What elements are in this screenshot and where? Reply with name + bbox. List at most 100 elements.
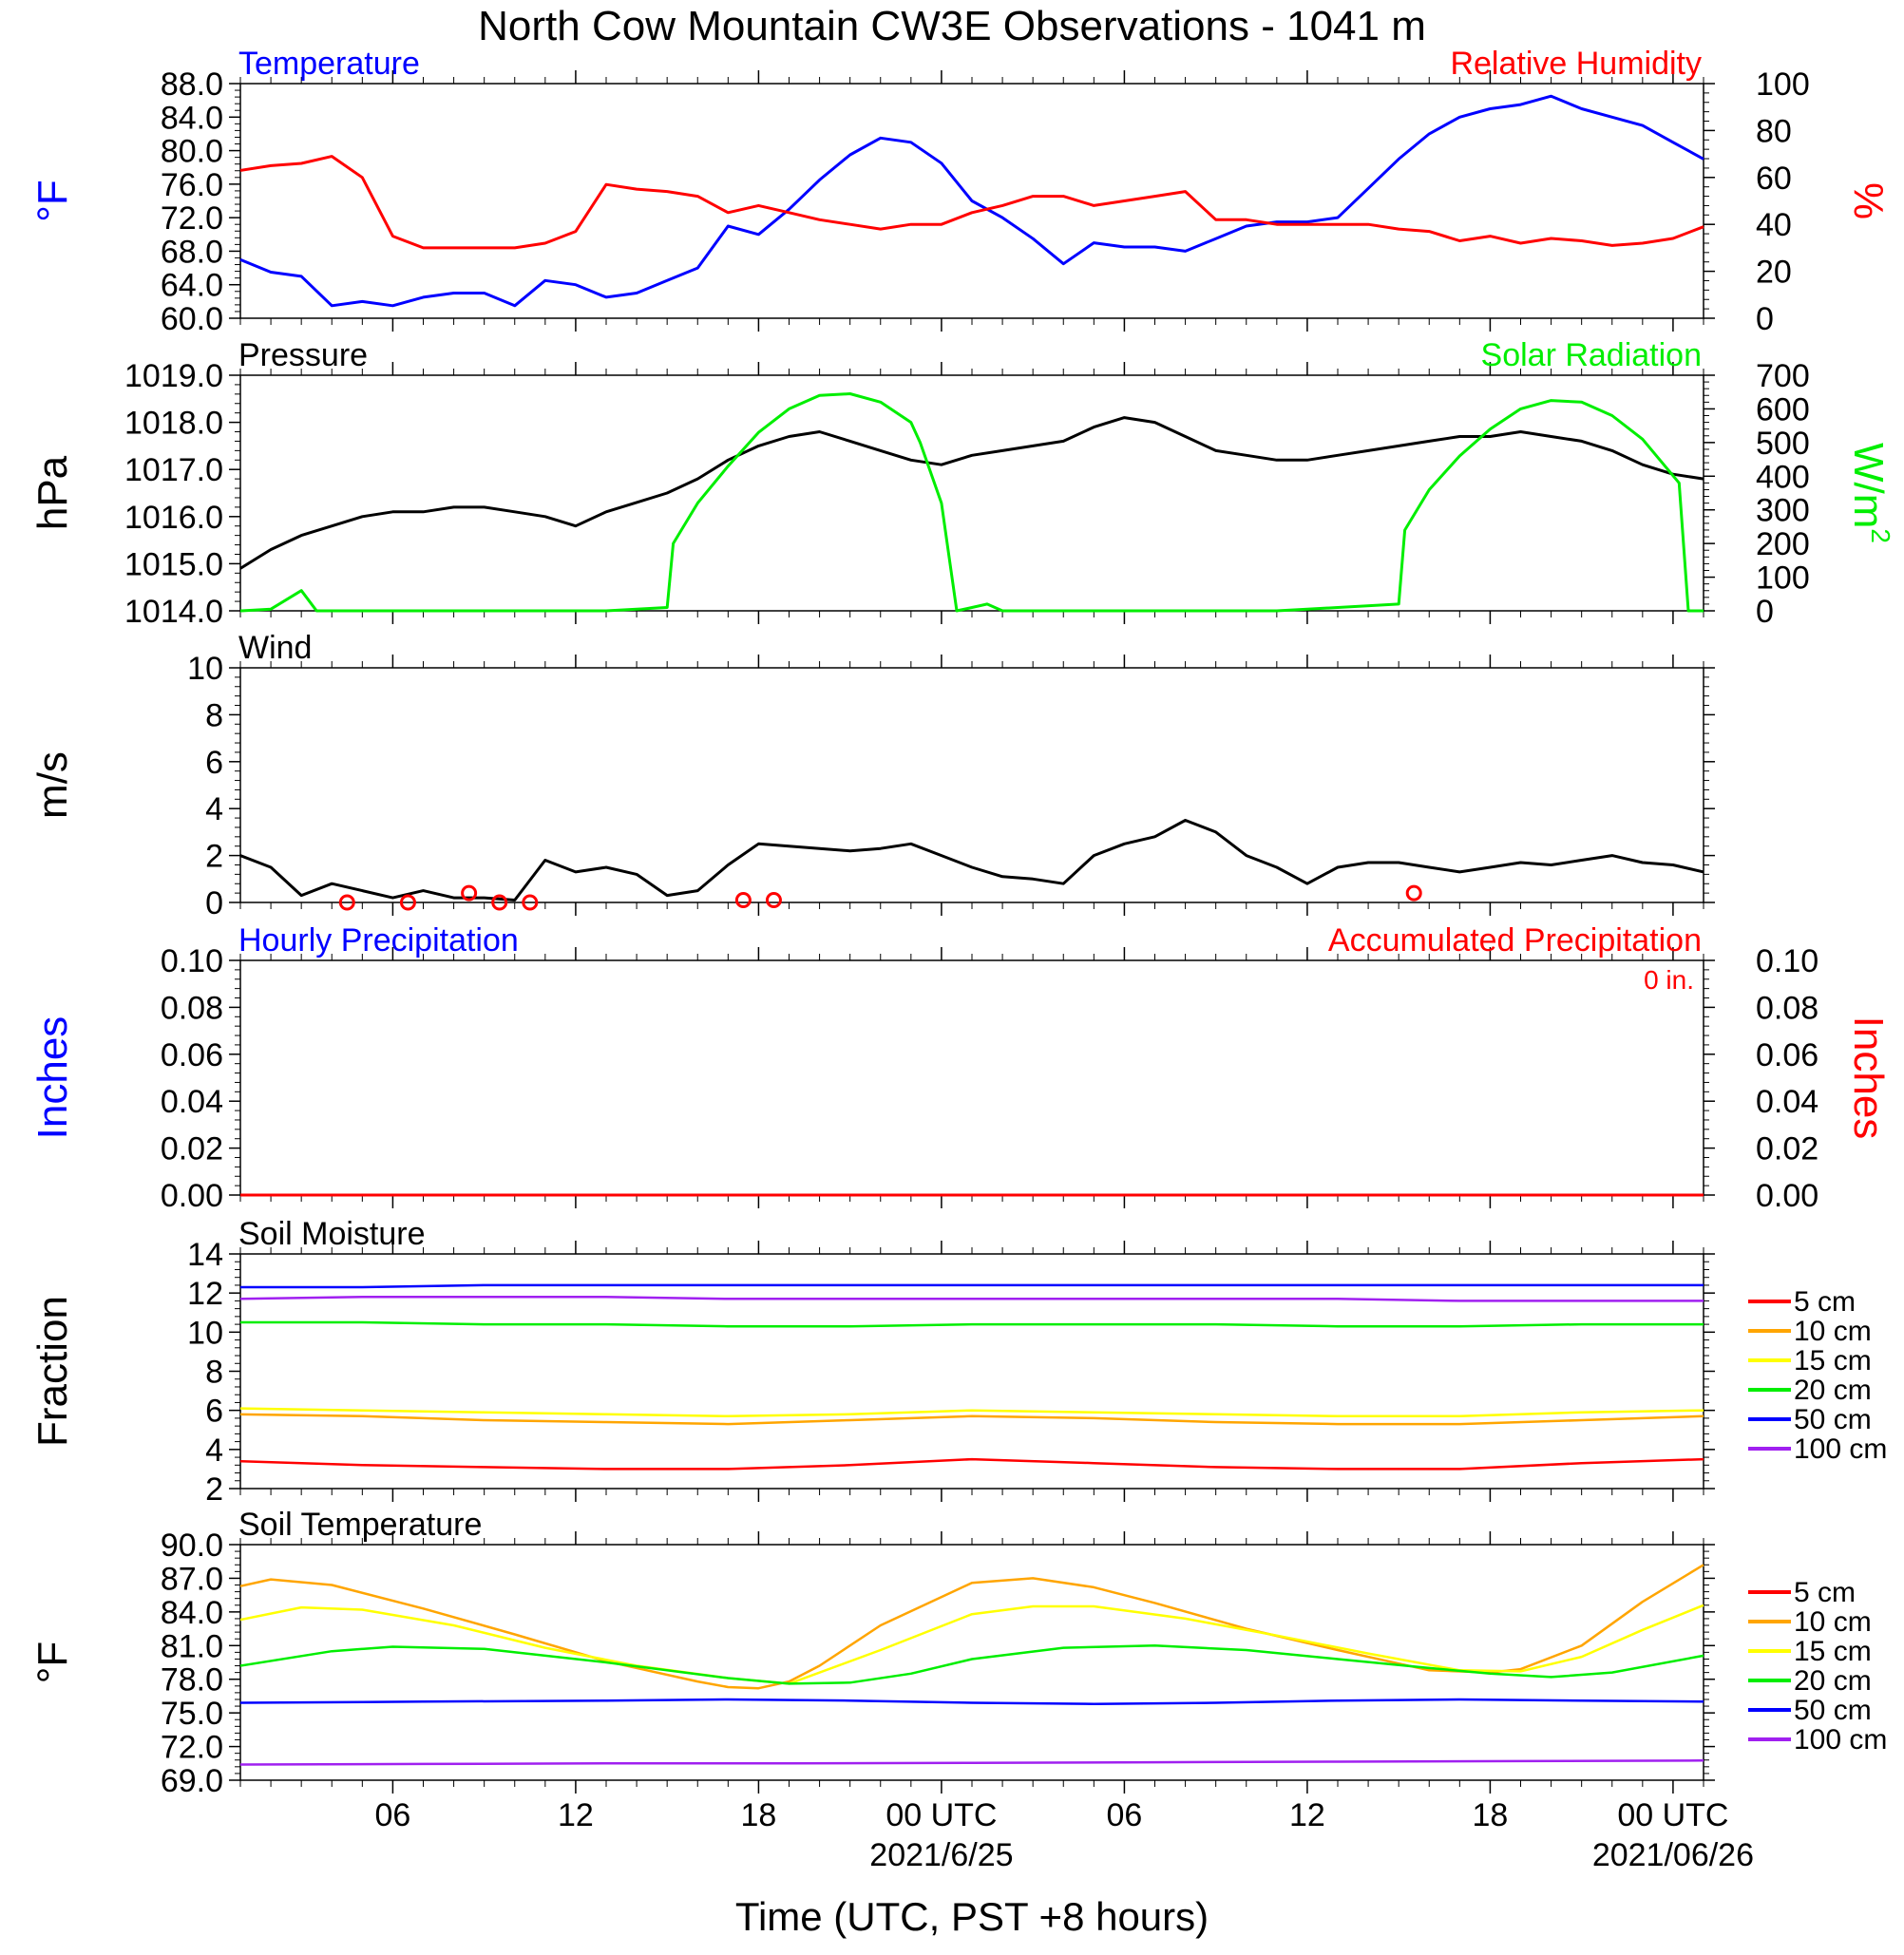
y-tick-label: 0.10 — [161, 943, 223, 979]
legend-entry: 10 cm — [1794, 1606, 1872, 1638]
x-tick-label: 18 — [741, 1797, 777, 1833]
panel-title-left: Wind — [238, 630, 312, 666]
series-line-relative-humidity — [239, 155, 1704, 250]
y-right-tick-label: 200 — [1756, 526, 1810, 562]
y-tick-label: 14 — [187, 1237, 223, 1273]
wind-calm-marker — [734, 892, 752, 909]
y-tick-label: 4 — [205, 791, 223, 827]
y-right-tick-label: 300 — [1756, 493, 1810, 529]
series-line-20-cm — [240, 1320, 1704, 1328]
series-line-15-cm — [239, 1604, 1704, 1685]
panel-title-left: Soil Moisture — [238, 1216, 426, 1252]
panel-title-left: Pressure — [238, 337, 368, 373]
wind-calm-marker — [1405, 884, 1422, 902]
y-tick-label: 78.0 — [161, 1662, 223, 1699]
series-line-10-cm — [239, 1413, 1704, 1426]
legend-entry: 20 cm — [1794, 1375, 1872, 1406]
y-tick-label: 2 — [205, 839, 223, 875]
legend-entry: 50 cm — [1794, 1695, 1872, 1726]
y-tick-label: 1016.0 — [124, 500, 223, 536]
y-right-axis-label-superscript: 2 — [1866, 528, 1895, 543]
y-right-tick-label: 0.04 — [1756, 1084, 1818, 1120]
y-tick-label: 4 — [205, 1433, 223, 1469]
x-tick-label: 12 — [1289, 1797, 1325, 1833]
plot-frame — [239, 959, 1704, 1196]
x-tick-label: 00 UTC — [885, 1797, 997, 1833]
wind-calm-marker — [522, 894, 539, 911]
wind-calm-marker — [461, 884, 478, 902]
x-tick-label: 18 — [1473, 1797, 1509, 1833]
legend-entry: 15 cm — [1794, 1345, 1872, 1376]
wind-calm-marker — [765, 892, 782, 909]
panel-title-right: Solar Radiation — [1481, 337, 1702, 373]
y-tick-label: 0.04 — [161, 1084, 223, 1120]
panel-2: 1014.0 1015.0 1016.0 1017.0 1018.0 1019.0 0100… — [29, 337, 1895, 630]
legend-entry: 5 cm — [1794, 1286, 1856, 1318]
series-line-temperature — [239, 94, 1704, 308]
y-tick-label: 8 — [205, 1355, 223, 1391]
y-tick-label: 60.0 — [161, 301, 223, 337]
panel-3: 0 2 4 6 8 10 Wind m/s — [29, 630, 1715, 921]
y-tick-label: 2 — [205, 1471, 223, 1508]
panel-title-left: Soil Temperature — [238, 1507, 482, 1543]
y-right-tick-label: 0 — [1756, 594, 1774, 630]
y-right-tick-label: 100 — [1756, 66, 1810, 103]
y-right-tick-label: 40 — [1756, 207, 1792, 243]
y-right-axis-label-text: Inches — [1845, 1016, 1892, 1140]
y-tick-label: 8 — [205, 697, 223, 733]
chart-panels: 60.064.068.072.076.080.084.088.002040608… — [29, 46, 1895, 1799]
y-tick-label: 88.0 — [161, 66, 223, 103]
wind-calm-marker — [399, 894, 416, 911]
y-tick-label: 76.0 — [161, 167, 223, 203]
y-right-axis-label: % — [1845, 182, 1892, 219]
y-tick-label: 87.0 — [161, 1561, 223, 1597]
plot-frame — [239, 1253, 1704, 1490]
y-right-tick-label: 500 — [1756, 426, 1810, 462]
y-right-axis-label-text: % — [1845, 182, 1892, 219]
y-right-axis-label: W/m2 — [1845, 443, 1895, 543]
y-tick-label: 6 — [205, 1394, 223, 1430]
y-tick-label: 68.0 — [161, 234, 223, 270]
y-axis-label: °F — [29, 1642, 76, 1683]
wind-calm-marker — [338, 894, 355, 911]
x-tick-label: 00 UTC — [1617, 1797, 1728, 1833]
series-line-15-cm — [239, 1407, 1704, 1418]
y-tick-label: 72.0 — [161, 1730, 223, 1766]
y-right-tick-label: 100 — [1756, 560, 1810, 597]
chart-title: North Cow Mountain CW3E Observations - 1… — [478, 3, 1426, 49]
legend-entry: 50 cm — [1794, 1404, 1872, 1435]
series-line-100-cm — [239, 1296, 1704, 1302]
y-right-tick-label: 80 — [1756, 113, 1792, 149]
y-right-tick-label: 700 — [1756, 358, 1810, 394]
y-tick-label: 10 — [187, 651, 223, 687]
y-right-tick-label: 0.08 — [1756, 990, 1818, 1026]
plot-frame — [239, 1544, 1704, 1781]
x-axis-label: Time (UTC, PST +8 hours) — [735, 1894, 1209, 1939]
x-tick-label: 06 — [375, 1797, 411, 1833]
y-tick-label: 0 — [205, 885, 223, 921]
y-tick-label: 0.06 — [161, 1037, 223, 1073]
legend-entry: 100 cm — [1794, 1433, 1887, 1465]
y-right-tick-label: 0 — [1756, 301, 1774, 337]
y-axis-label: Fraction — [29, 1296, 76, 1447]
y-tick-label: 1019.0 — [124, 358, 223, 394]
panel-title-right: Relative Humidity — [1450, 46, 1702, 82]
y-tick-label: 1014.0 — [124, 594, 223, 630]
y-tick-label: 1015.0 — [124, 546, 223, 582]
series-line-20-cm — [239, 1644, 1704, 1685]
y-tick-label: 84.0 — [161, 1595, 223, 1631]
panel-1: 60.064.068.072.076.080.084.088.0 0 20 40 60 8… — [29, 46, 1892, 337]
y-axis-label: m/s — [29, 751, 76, 819]
y-tick-label: 0.00 — [161, 1178, 223, 1214]
x-tick-date-label: 2021/6/25 — [869, 1837, 1013, 1873]
accumulated-total-label: 0 in. — [1644, 965, 1694, 995]
y-tick-label: 1017.0 — [124, 452, 223, 488]
y-tick-label: 1018.0 — [124, 406, 223, 442]
y-right-tick-label: 20 — [1756, 255, 1792, 291]
y-tick-label: 64.0 — [161, 268, 223, 304]
series-line-100-cm — [239, 1759, 1704, 1766]
y-right-tick-label: 600 — [1756, 391, 1810, 427]
